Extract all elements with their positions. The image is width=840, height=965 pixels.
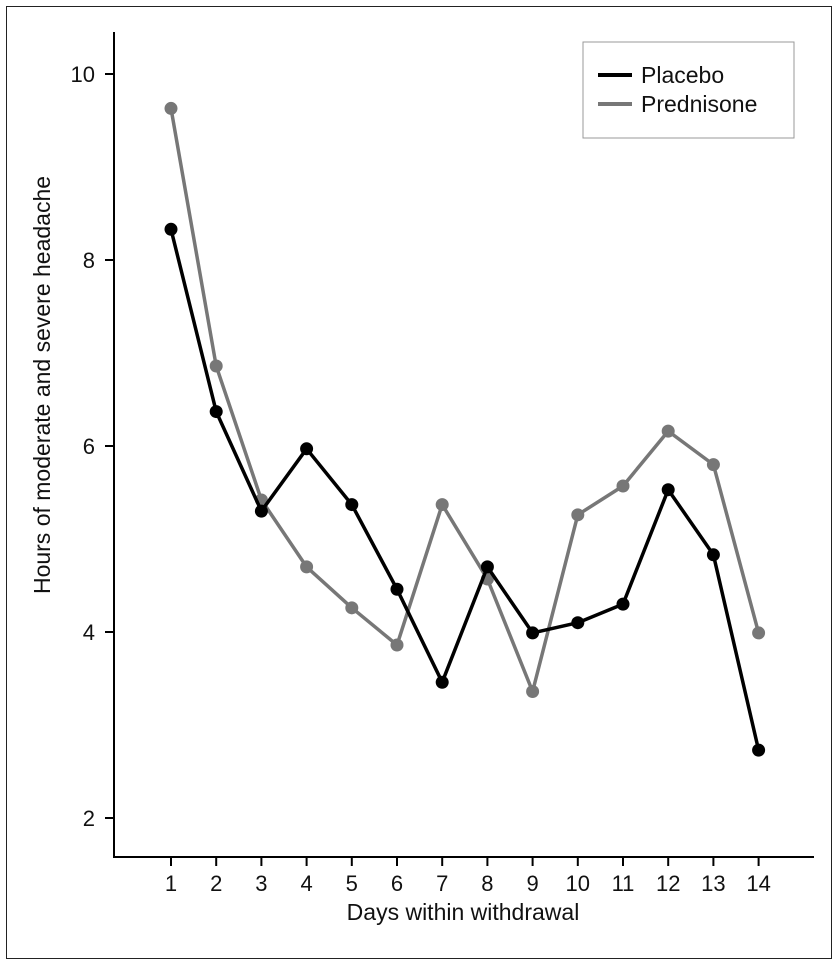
series-line-prednisone	[169, 108, 761, 694]
data-point-placebo	[480, 560, 494, 574]
legend-label-placebo: Placebo	[641, 62, 724, 88]
x-tick-label: 1	[165, 871, 177, 896]
data-point-prednisone	[164, 101, 178, 115]
x-tick-label: 12	[656, 871, 680, 896]
data-point-prednisone	[706, 458, 720, 472]
data-point-prednisone	[661, 424, 675, 438]
data-point-placebo	[209, 405, 223, 419]
x-tick-label: 7	[436, 871, 448, 896]
x-ticks: 1 2 3 4 5 6 7 8 9 10 11 12 13 14	[165, 857, 771, 896]
x-tick-label: 8	[481, 871, 493, 896]
series-prednisone	[164, 101, 766, 699]
data-point-prednisone	[209, 359, 223, 373]
x-tick-label: 14	[746, 871, 770, 896]
chart-frame	[6, 6, 832, 959]
series-placebo	[164, 222, 766, 757]
x-axis-label: Days within withdrawal	[347, 899, 580, 925]
x-tick-label: 5	[346, 871, 358, 896]
data-point-prednisone	[390, 638, 404, 652]
data-point-placebo	[435, 675, 449, 689]
data-point-placebo	[526, 626, 540, 640]
y-axis-label: Hours of moderate and severe headache	[29, 176, 55, 594]
legend-label-prednisone: Prednisone	[641, 91, 757, 117]
x-tick-label: 10	[566, 871, 590, 896]
data-point-placebo	[752, 743, 766, 757]
data-point-placebo	[616, 597, 630, 611]
y-tick-label: 10	[71, 62, 95, 87]
data-point-prednisone	[300, 560, 314, 574]
data-point-prednisone	[616, 479, 630, 493]
data-point-placebo	[706, 548, 720, 562]
y-tick-label: 8	[83, 248, 95, 273]
legend: Placebo Prednisone	[582, 41, 795, 139]
data-point-placebo	[345, 498, 359, 512]
x-tick-label: 13	[701, 871, 725, 896]
data-point-prednisone	[571, 508, 585, 522]
data-point-placebo	[571, 616, 585, 630]
data-point-placebo	[390, 582, 404, 596]
legend-box	[582, 41, 795, 139]
x-tick-label: 2	[210, 871, 222, 896]
y-tick-label: 2	[83, 806, 95, 831]
y-tick-label: 4	[83, 620, 95, 645]
data-point-placebo	[164, 222, 178, 236]
series-layer	[164, 101, 766, 757]
data-point-prednisone	[526, 685, 540, 699]
x-tick-label: 6	[391, 871, 403, 896]
series-line-placebo	[169, 228, 761, 751]
data-point-prednisone	[435, 498, 449, 512]
data-point-placebo	[300, 442, 314, 456]
x-tick-label: 9	[526, 871, 538, 896]
data-point-placebo	[661, 483, 675, 497]
y-tick-label: 6	[83, 434, 95, 459]
x-tick-label: 3	[255, 871, 267, 896]
x-tick-label: 4	[300, 871, 312, 896]
y-ticks: 2 4 6 8 10	[71, 62, 114, 831]
data-point-placebo	[254, 504, 268, 518]
data-point-prednisone	[752, 626, 766, 640]
x-tick-label: 11	[612, 871, 635, 896]
data-point-prednisone	[345, 601, 359, 615]
